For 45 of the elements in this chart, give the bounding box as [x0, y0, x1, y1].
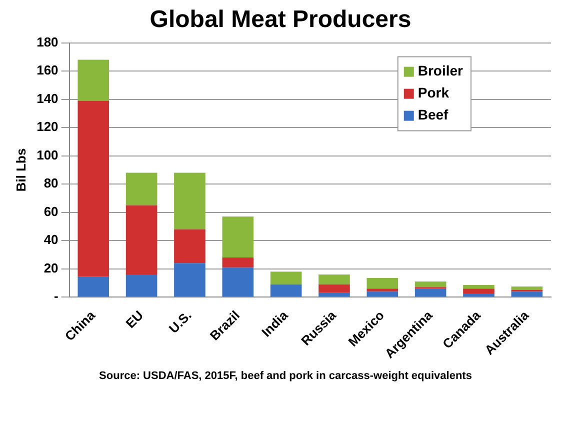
x-tick-label: EU — [122, 308, 146, 332]
bar — [414, 282, 446, 288]
y-tick-label: 40 — [44, 232, 58, 248]
bar — [511, 286, 543, 290]
y-tick-label: 160 — [36, 62, 58, 78]
bar — [174, 229, 206, 264]
bar — [78, 100, 110, 277]
bar — [270, 284, 302, 297]
bar — [366, 288, 398, 292]
bar — [511, 291, 543, 297]
bar — [174, 172, 206, 230]
y-tick-label: 180 — [36, 34, 58, 50]
bar — [270, 272, 302, 284]
chart-title: Global Meat Producers — [150, 6, 412, 34]
y-tick-label: 100 — [36, 147, 58, 162]
bar — [126, 205, 158, 274]
bar — [366, 291, 398, 297]
bar — [78, 276, 110, 297]
bar — [463, 285, 494, 289]
bar — [126, 172, 158, 206]
bar — [78, 60, 110, 101]
bar — [463, 294, 494, 297]
bar — [318, 274, 350, 284]
bar — [222, 216, 254, 258]
bar — [222, 267, 254, 297]
y-tick-label: 80 — [44, 176, 58, 191]
bar — [463, 288, 494, 294]
y-tick-label: - — [54, 288, 58, 304]
y-tick-label: 140 — [36, 90, 58, 106]
bar — [318, 284, 350, 293]
legend-label: Broiler — [418, 62, 464, 79]
bar — [126, 274, 158, 297]
y-tick-label: 20 — [44, 260, 58, 276]
bar — [174, 263, 206, 297]
legend-label: Pork — [418, 84, 450, 101]
bar — [318, 292, 350, 297]
legend-label: Beef — [418, 106, 449, 123]
bar — [366, 278, 398, 289]
y-axis-title: Bil Lbs — [13, 148, 28, 192]
x-tick-label: U.S. — [166, 308, 194, 336]
y-tick-label: 120 — [36, 119, 58, 134]
source-note: Source: USDA/FAS, 2015F, beef and pork in carcass-weight equivalents — [98, 370, 473, 382]
bar — [414, 288, 446, 297]
bar — [222, 258, 254, 268]
y-tick-label: 60 — [44, 204, 58, 219]
